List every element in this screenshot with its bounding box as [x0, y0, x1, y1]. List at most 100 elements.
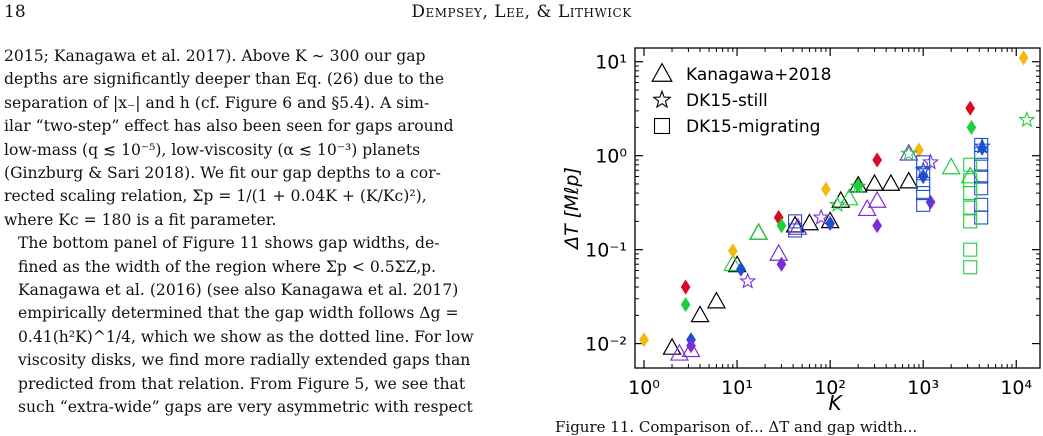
- data-point-diamond-filled: [776, 256, 787, 272]
- data-point-square: [974, 137, 989, 153]
- data-point-star: [921, 153, 940, 170]
- data-point-triangle: [681, 340, 701, 358]
- paragraph-gap-depths: 2015; Kanagawa et al. 2017). Above K ∼ 3…: [4, 45, 510, 232]
- data-point-square: [974, 146, 989, 161]
- figure-11: 10⁰ 10¹ 10² 10³ 10⁴ 10⁻² 10⁻¹ 10⁰ 10¹ Kanagawa+2…: [530, 40, 1043, 435]
- text-line: fined as the width of the region where Σ…: [18, 257, 437, 276]
- legend-marker-triangle: [651, 62, 673, 82]
- data-point-diamond-filled: [966, 119, 977, 135]
- data-point-triangle: [867, 190, 887, 208]
- x-tick-label: 10²: [814, 377, 846, 399]
- text-line: empirically determined that the gap widt…: [18, 304, 459, 323]
- data-point-star: [1018, 110, 1036, 128]
- text-line: 2015; Kanagawa et al. 2017). Above K ∼ 3…: [4, 47, 426, 65]
- text-line: Kanagawa et al. (2016) (see also Kanagaw…: [18, 281, 459, 300]
- data-point-square: [788, 214, 803, 229]
- x-tick-label: 10⁰: [628, 377, 660, 399]
- text-line: low-mass (q ≲ 10⁻⁵), low-viscosity (α ≲ …: [4, 140, 421, 159]
- data-point-diamond-filled: [736, 261, 746, 277]
- data-point-diamond-filled: [965, 100, 976, 116]
- data-point-triangle: [881, 173, 901, 191]
- data-point-triangle: [839, 188, 859, 206]
- text-line: (Ginzburg & Sari 2018). We fit our gap d…: [4, 164, 441, 183]
- text-line: predicted from that relation. From Figur…: [18, 374, 466, 393]
- data-point-diamond-filled: [853, 178, 864, 194]
- legend: Kanagawa+2018 DK15-still DK15-migrating: [651, 62, 832, 137]
- data-point-triangle: [864, 173, 885, 191]
- data-point-triangle: [748, 222, 769, 241]
- text-line: separation of |x₋| and h (cf. Figure 6 a…: [4, 93, 430, 112]
- data-point-star: [828, 195, 847, 213]
- data-point-diamond-filled: [872, 218, 882, 234]
- y-tick-label: 10⁰: [595, 146, 627, 168]
- data-point-triangle: [899, 171, 919, 189]
- data-point-triangle: [748, 222, 769, 241]
- data-point-diamond-filled: [914, 142, 924, 158]
- data-point-triangle: [706, 291, 727, 309]
- data-point-square: [916, 197, 931, 212]
- data-point-diamond-filled: [680, 279, 691, 295]
- page-number: 18: [4, 2, 26, 22]
- data-point-diamond-filled: [776, 218, 787, 234]
- scatter-plot: 10⁰ 10¹ 10² 10³ 10⁴ 10⁻² 10⁻¹ 10⁰ 10¹ Kanagawa+2…: [561, 47, 1041, 415]
- data-point-square: [916, 155, 931, 170]
- legend-label: DK15-migrating: [686, 117, 820, 137]
- data-point-square: [963, 157, 978, 172]
- text-line: The bottom panel of Figure 11 shows gap …: [18, 234, 440, 253]
- page-header: 18 Dempsey, Lee, & Lithwick: [0, 0, 1043, 30]
- body-text-column: 2015; Kanagawa et al. 2017). Above K ∼ 3…: [4, 45, 510, 420]
- y-tick-label: 10⁻²: [585, 334, 627, 356]
- data-point-diamond-filled: [872, 152, 882, 168]
- x-tick-label: 10¹: [721, 377, 753, 399]
- running-head: Dempsey, Lee, & Lithwick: [411, 2, 632, 22]
- data-point-square: [916, 186, 931, 201]
- data-point-diamond-filled: [639, 332, 649, 348]
- data-point-diamond-filled: [686, 338, 696, 354]
- legend-marker-star: [652, 89, 672, 109]
- data-point-square: [974, 197, 989, 212]
- data-point-diamond-filled: [1018, 50, 1029, 66]
- data-point-triangle: [769, 243, 789, 261]
- data-point-diamond-filled: [925, 194, 936, 210]
- data-point-star: [900, 144, 918, 162]
- x-axis-label: K: [828, 391, 843, 415]
- data-marks: [639, 50, 1036, 361]
- data-point-square: [963, 173, 978, 188]
- data-point-diamond-filled: [825, 215, 835, 232]
- y-tick-label: 10¹: [595, 52, 627, 74]
- data-point-square: [963, 242, 978, 257]
- data-point-diamond-filled: [727, 243, 738, 259]
- data-point-square: [963, 200, 978, 215]
- text-line: where Kc = 180 is a fit parameter.: [4, 210, 277, 229]
- data-point-triangle: [788, 217, 808, 235]
- data-point-star: [739, 272, 757, 289]
- text-line: rected scaling relation, Σp = 1/(1 + 0.0…: [4, 187, 427, 206]
- data-point-triangle: [669, 343, 689, 361]
- axis-ticks: 10⁰ 10¹ 10² 10³ 10⁴ 10⁻² 10⁻¹ 10⁰ 10¹: [585, 48, 1040, 399]
- legend-label: Kanagawa+2018: [686, 65, 832, 85]
- data-point-square: [963, 214, 978, 229]
- y-tick-label: 10⁻¹: [585, 240, 627, 262]
- text-line: viscosity disks, we find more radially e…: [18, 351, 471, 370]
- data-point-star: [812, 208, 830, 225]
- data-point-diamond-filled: [821, 181, 831, 197]
- data-point-triangle: [941, 157, 961, 175]
- data-point-triangle: [799, 213, 820, 231]
- legend-marker-square: [653, 117, 671, 135]
- data-point-triangle: [690, 305, 710, 323]
- text-line: ilar “two-step” effect has also been see…: [4, 117, 454, 136]
- x-tick-label: 10³: [907, 377, 939, 399]
- data-point-triangle: [662, 337, 682, 355]
- data-point-square: [788, 223, 803, 238]
- text-line: depths are significantly deeper than Eq.…: [4, 70, 445, 89]
- data-point-star: [914, 161, 932, 178]
- plot-frame: [634, 47, 1041, 369]
- data-point-square: [974, 181, 989, 196]
- data-point-star: [849, 177, 867, 194]
- data-point-triangle: [723, 253, 743, 272]
- legend-label: DK15-still: [686, 91, 768, 111]
- data-point-square: [916, 176, 931, 192]
- data-point-square: [916, 166, 931, 181]
- text-line: 0.41(h²K)^1/4, which we show as the dott…: [18, 327, 474, 346]
- paragraph-gap-widths: The bottom panel of Figure 11 shows gap …: [4, 232, 510, 419]
